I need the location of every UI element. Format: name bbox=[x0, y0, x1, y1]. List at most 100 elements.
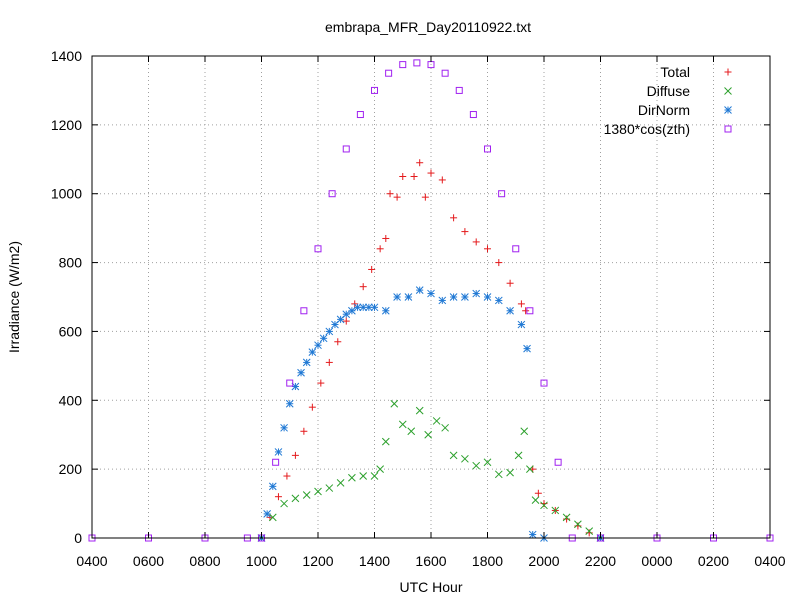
y-tick-label: 200 bbox=[59, 461, 83, 477]
data-point bbox=[334, 338, 342, 346]
data-point bbox=[551, 506, 560, 515]
data-point bbox=[512, 245, 520, 253]
x-tick-label: 0200 bbox=[698, 553, 729, 569]
data-point bbox=[531, 496, 540, 504]
data-point bbox=[554, 458, 562, 466]
data-point bbox=[382, 234, 390, 242]
data-point bbox=[386, 190, 394, 198]
legend: Total Diffuse DirNorm 1380*cos(zth) bbox=[604, 64, 732, 137]
x-tick-label: 1000 bbox=[246, 553, 277, 569]
data-point bbox=[472, 289, 481, 298]
data-point bbox=[498, 190, 506, 198]
x-tick-label: 1600 bbox=[415, 553, 446, 569]
x-tick-label: 0400 bbox=[76, 553, 107, 569]
x-tick-label: 0000 bbox=[641, 553, 672, 569]
data-point bbox=[308, 403, 316, 411]
data-point bbox=[280, 423, 288, 432]
data-point bbox=[495, 259, 503, 267]
legend-marker bbox=[724, 106, 732, 114]
legend-label: 1380*cos(zth) bbox=[604, 121, 690, 137]
series-1 bbox=[257, 399, 605, 542]
data-point bbox=[438, 176, 446, 184]
y-tick-label: 800 bbox=[59, 255, 83, 271]
data-point bbox=[342, 145, 350, 153]
data-point bbox=[342, 317, 350, 325]
data-point bbox=[399, 61, 407, 69]
data-point bbox=[390, 399, 399, 408]
data-point bbox=[432, 417, 441, 425]
data-point bbox=[472, 461, 481, 470]
data-point bbox=[506, 468, 514, 477]
data-point bbox=[302, 358, 311, 367]
data-point bbox=[562, 513, 571, 522]
data-point bbox=[371, 86, 378, 94]
data-point bbox=[506, 279, 514, 287]
data-point bbox=[526, 307, 534, 315]
data-point bbox=[325, 358, 333, 366]
data-point bbox=[424, 430, 433, 439]
data-point bbox=[449, 293, 458, 301]
data-point bbox=[517, 320, 526, 329]
data-point bbox=[427, 289, 435, 298]
data-point bbox=[314, 245, 322, 253]
data-point bbox=[483, 458, 492, 467]
data-point bbox=[319, 334, 328, 343]
data-point bbox=[469, 111, 477, 119]
y-tick-label: 400 bbox=[59, 392, 83, 408]
data-point bbox=[520, 427, 529, 436]
data-point bbox=[385, 69, 393, 77]
data-point bbox=[325, 484, 334, 492]
data-point bbox=[526, 465, 534, 473]
data-point bbox=[522, 307, 530, 315]
data-point bbox=[370, 303, 379, 312]
data-point bbox=[336, 479, 345, 487]
data-point bbox=[359, 283, 367, 291]
x-axis-title: UTC Hour bbox=[399, 579, 462, 595]
data-point bbox=[283, 472, 291, 480]
y-tick-label: 0 bbox=[74, 530, 82, 546]
data-point bbox=[399, 173, 407, 180]
data-point bbox=[540, 501, 548, 510]
data-point bbox=[291, 494, 300, 503]
data-point bbox=[314, 487, 322, 496]
x-tick-label: 0800 bbox=[189, 553, 220, 569]
chart-title: embrapa_MFR_Day20110922.txt bbox=[325, 19, 531, 35]
legend-marker bbox=[724, 87, 732, 95]
data-point bbox=[523, 344, 531, 353]
data-point bbox=[415, 406, 424, 415]
x-tick-label: 2200 bbox=[585, 553, 616, 569]
data-point bbox=[484, 245, 491, 253]
data-point bbox=[300, 427, 308, 435]
data-point bbox=[416, 159, 424, 167]
y-tick-label: 1400 bbox=[51, 48, 82, 64]
data-point bbox=[450, 214, 458, 222]
data-point bbox=[291, 451, 299, 459]
data-point bbox=[514, 451, 523, 460]
data-point bbox=[494, 470, 503, 479]
legend-label: Diffuse bbox=[647, 83, 691, 99]
data-point bbox=[328, 190, 336, 198]
data-point bbox=[534, 489, 542, 497]
data-point bbox=[398, 420, 407, 429]
x-axis: 0400 0600 0800 1000 1200 1400 1600 1800 2000 2200… bbox=[76, 56, 786, 569]
data-point bbox=[272, 458, 280, 466]
data-point bbox=[506, 306, 514, 315]
y-tick-label: 1000 bbox=[51, 186, 82, 202]
legend-label: Total bbox=[660, 64, 690, 80]
data-point bbox=[494, 296, 503, 305]
data-point bbox=[286, 379, 294, 387]
data-point bbox=[263, 510, 272, 518]
data-point bbox=[280, 499, 288, 508]
data-point bbox=[438, 296, 447, 305]
grid bbox=[92, 56, 770, 538]
legend-label: DirNorm bbox=[638, 102, 690, 118]
data-point bbox=[348, 473, 356, 482]
data-point bbox=[484, 145, 491, 153]
data-point bbox=[368, 265, 376, 273]
data-point bbox=[268, 482, 277, 491]
data-point bbox=[441, 69, 449, 77]
data-point bbox=[517, 300, 525, 308]
data-point bbox=[359, 472, 368, 480]
y-axis: 0 200 400 600 800 1000 1200 1400 bbox=[51, 48, 770, 546]
